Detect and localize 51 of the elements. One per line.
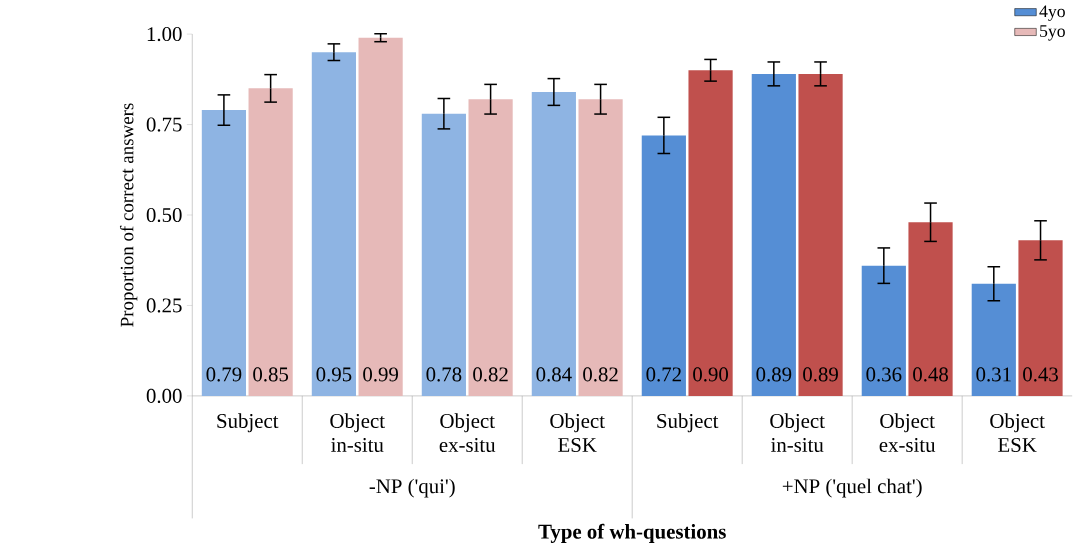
bar	[751, 73, 796, 396]
y-tick-label: 1.00	[147, 26, 182, 41]
y-tick-label: 0.75	[146, 117, 182, 132]
data-label: 0.31	[976, 367, 1011, 382]
legend-label: 5yo	[1040, 25, 1065, 41]
data-label: 0.43	[1023, 367, 1058, 382]
bar	[798, 73, 843, 396]
x-tick-label: Object in-situ	[330, 413, 385, 452]
bar	[468, 99, 513, 396]
y-tick-label: 0.00	[146, 388, 182, 403]
bar	[908, 222, 953, 396]
bar	[201, 109, 246, 396]
data-label: 0.95	[316, 367, 352, 382]
x-tick-label: Subject	[217, 413, 279, 433]
data-label: 0.90	[693, 367, 729, 382]
data-label: 0.99	[363, 367, 398, 382]
bar	[861, 265, 906, 396]
y-tick-label: 0.25	[146, 298, 182, 313]
data-label: 0.82	[473, 367, 508, 382]
bar	[358, 37, 403, 396]
bar	[1018, 240, 1063, 396]
x-axis-title: Type of wh-questions	[538, 523, 726, 543]
data-label: 0.82	[583, 367, 618, 382]
data-label: 0.36	[866, 367, 902, 382]
x-tick-label: Object in-situ	[770, 413, 825, 452]
legend-label: 4yo	[1039, 5, 1065, 21]
text: -NP ('qui')	[369, 478, 455, 498]
bar	[421, 113, 466, 396]
data-label: 0.85	[253, 367, 289, 382]
data-label: 0.72	[646, 367, 681, 382]
bar	[311, 52, 356, 396]
x-tick-label: Object ex-situ	[879, 413, 936, 452]
x-tick-label: Object ESK	[550, 413, 605, 452]
x-tick-label: Object ESK	[990, 413, 1045, 452]
bar	[971, 283, 1016, 396]
y-axis-title: Proportion of correct answers	[119, 103, 138, 327]
data-label: 0.78	[426, 367, 462, 382]
data-label: 0.48	[913, 367, 948, 382]
bar	[248, 88, 293, 396]
bar	[578, 99, 623, 396]
text: +NP ('quel chat')	[782, 478, 922, 498]
x-tick-label: Subject	[657, 413, 719, 433]
data-label: 0.84	[536, 367, 572, 382]
bar	[641, 135, 686, 396]
data-label: 0.89	[756, 367, 792, 382]
bar	[688, 70, 733, 396]
x-tick-label: Object ex-situ	[439, 413, 496, 452]
data-label: 0.79	[206, 367, 242, 382]
y-tick-label: 0.50	[146, 207, 182, 222]
bar	[531, 91, 576, 396]
data-label: 0.89	[803, 367, 838, 382]
